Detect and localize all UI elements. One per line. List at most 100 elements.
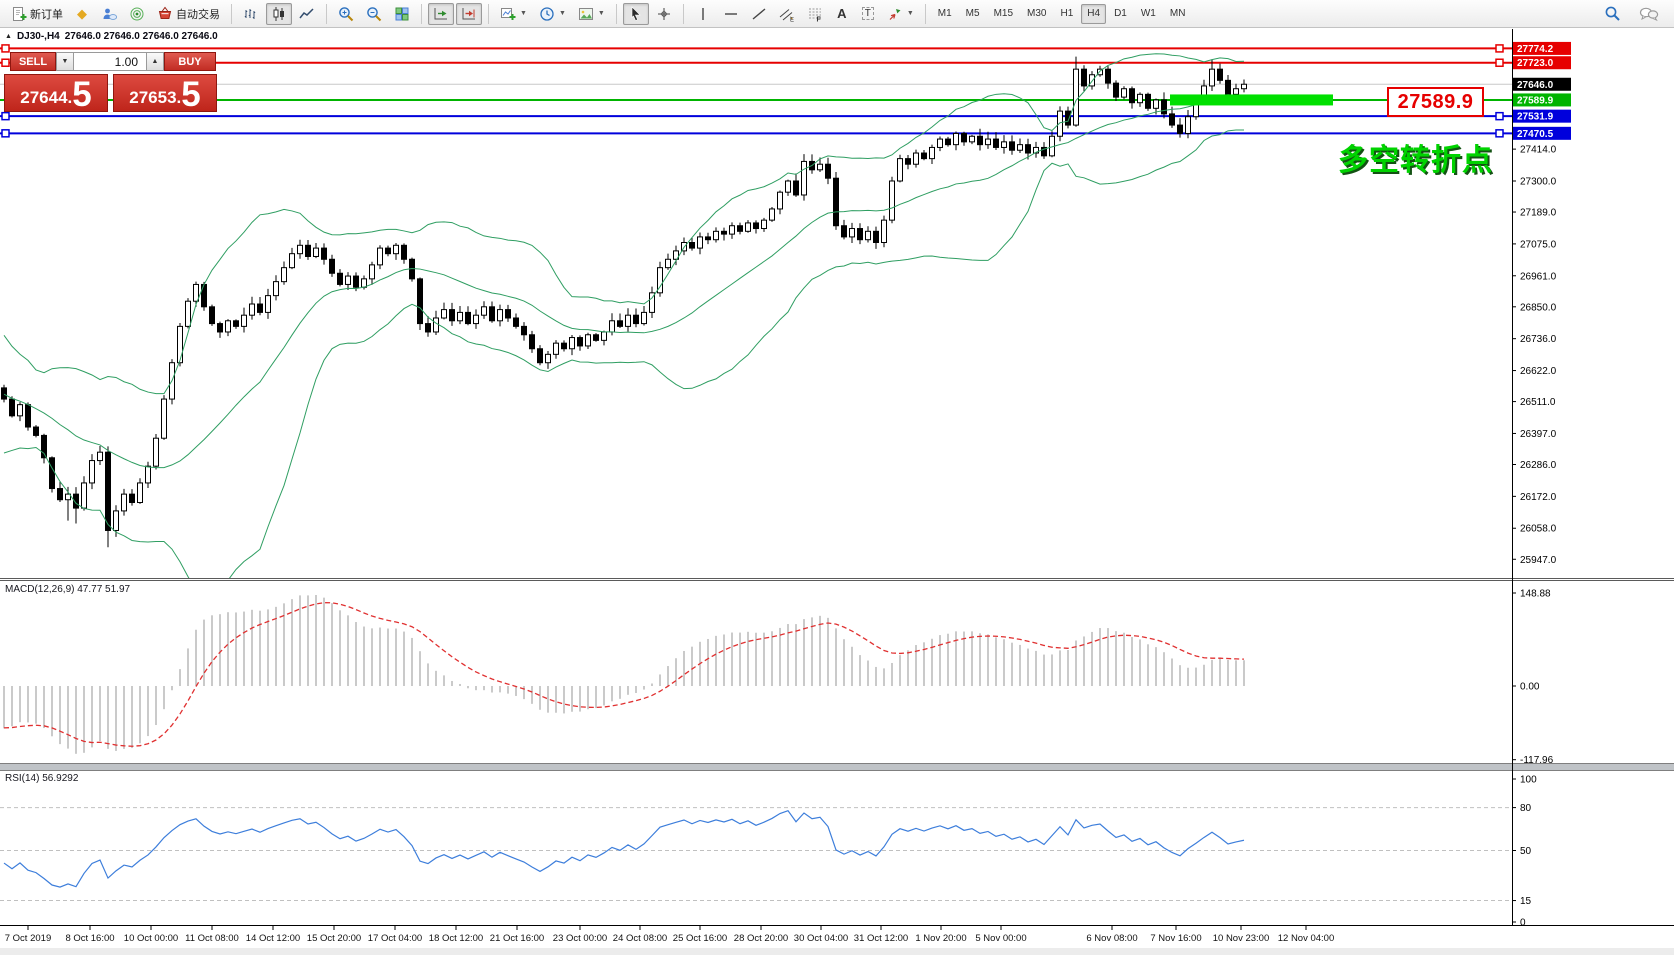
templates-dropdown[interactable]: ▼ bbox=[573, 3, 610, 25]
svg-text:15 Oct 20:00: 15 Oct 20:00 bbox=[307, 933, 361, 944]
svg-text:26397.0: 26397.0 bbox=[1520, 429, 1557, 440]
turning-point-annotation[interactable]: 多空转折点 bbox=[1338, 144, 1493, 177]
new-order-icon bbox=[11, 6, 27, 22]
buy-button[interactable]: BUY bbox=[164, 52, 216, 71]
svg-text:26736.0: 26736.0 bbox=[1520, 334, 1557, 345]
timeframe-button-M15[interactable]: M15 bbox=[993, 8, 1014, 19]
new-order-button[interactable]: 新订单 bbox=[6, 3, 68, 25]
timeframe-button-H1[interactable]: H1 bbox=[1060, 8, 1074, 19]
toolbar: 新订单 ◆ 自动交易 ▼ ▼ ▼ E F A T ▼ M1 M5 M15 M30 H1 H4 D1 W1 MN bbox=[0, 0, 1674, 28]
line-chart-button[interactable] bbox=[294, 3, 320, 25]
svg-text:11 Oct 08:00: 11 Oct 08:00 bbox=[185, 933, 239, 944]
sell-price: 27644. bbox=[20, 88, 73, 107]
bar-chart-button[interactable] bbox=[238, 3, 264, 25]
channel-button[interactable]: E bbox=[774, 3, 800, 25]
svg-text:27589.9: 27589.9 bbox=[1517, 95, 1554, 106]
candles-layer[interactable] bbox=[1, 56, 1247, 548]
dropdown-arrow-icon: ▼ bbox=[906, 10, 914, 17]
volume-input[interactable] bbox=[74, 52, 146, 71]
svg-text:25 Oct 16:00: 25 Oct 16:00 bbox=[673, 933, 727, 944]
trendline-button[interactable] bbox=[746, 3, 772, 25]
svg-text:31 Oct 12:00: 31 Oct 12:00 bbox=[854, 933, 908, 944]
metaeditor-button[interactable]: ◆ bbox=[70, 3, 94, 25]
timeframe-button-M5[interactable]: M5 bbox=[965, 8, 980, 19]
chat-button[interactable] bbox=[1634, 3, 1664, 25]
auto-scroll-button[interactable] bbox=[428, 2, 454, 25]
indicators-icon bbox=[500, 6, 516, 22]
indicators-dropdown[interactable]: ▼ bbox=[495, 3, 532, 25]
price-axis[interactable]: 27414.0 27300.0 27189.0 27075.0 26961.0 26850… bbox=[0, 29, 1674, 929]
arrows-dropdown[interactable]: ▼ bbox=[882, 3, 919, 25]
cursor-button[interactable] bbox=[622, 2, 649, 25]
crosshair-button[interactable] bbox=[651, 3, 677, 25]
svg-text:27300.0: 27300.0 bbox=[1520, 176, 1557, 187]
chat-icon bbox=[1639, 6, 1659, 22]
zoom-in-button[interactable] bbox=[333, 3, 359, 25]
vertical-line-button[interactable] bbox=[690, 3, 716, 25]
toolbar-separator bbox=[421, 3, 422, 24]
svg-text:27723.0: 27723.0 bbox=[1517, 58, 1554, 69]
macd-layer bbox=[3, 595, 1245, 754]
timeframe-button-D1[interactable]: D1 bbox=[1114, 8, 1127, 19]
autotrading-button-label: 自动交易 bbox=[176, 8, 220, 21]
svg-text:27189.0: 27189.0 bbox=[1520, 208, 1557, 219]
toolbar-separator bbox=[326, 3, 327, 24]
fibonacci-icon: F bbox=[807, 6, 823, 22]
svg-text:E: E bbox=[790, 17, 794, 22]
svg-text:50: 50 bbox=[1520, 846, 1532, 857]
channel-icon: E bbox=[779, 6, 795, 22]
timeframe-button-M1[interactable]: M1 bbox=[937, 8, 952, 19]
autotrading-button[interactable]: 自动交易 bbox=[152, 3, 225, 25]
timeframe-button-H4[interactable]: H4 bbox=[1081, 3, 1107, 24]
svg-text:8 Oct 16:00: 8 Oct 16:00 bbox=[65, 933, 114, 944]
toolbar-separator bbox=[682, 3, 684, 24]
buy-price-pips: 5 bbox=[181, 75, 201, 115]
collapse-arrow-icon[interactable]: ▲ bbox=[5, 33, 12, 40]
svg-text:26058.0: 26058.0 bbox=[1520, 524, 1557, 535]
timeframe-button-W1[interactable]: W1 bbox=[1140, 8, 1156, 19]
line-handles-layer[interactable] bbox=[1, 44, 1504, 138]
search-button[interactable] bbox=[1599, 3, 1626, 25]
zoom-out-button[interactable] bbox=[361, 3, 387, 25]
timeframe-button-M30[interactable]: M30 bbox=[1027, 8, 1047, 19]
signals-button[interactable] bbox=[124, 3, 150, 25]
periods-icon bbox=[539, 6, 555, 22]
buy-price: 27653. bbox=[129, 88, 182, 107]
sell-price-tile[interactable]: 27644. 5 bbox=[4, 74, 108, 112]
volume-increase-button[interactable]: ▲ bbox=[146, 52, 164, 71]
time-axis[interactable]: 7 Oct 2019 8 Oct 16:00 10 Oct 00:00 11 Oct … bbox=[5, 925, 1335, 944]
sell-button[interactable]: SELL bbox=[10, 52, 56, 71]
chart-shift-icon bbox=[461, 6, 477, 22]
chart-symbol-label: DJ30-,H4 bbox=[16, 31, 60, 42]
svg-text:15: 15 bbox=[1520, 896, 1532, 907]
periods-dropdown[interactable]: ▼ bbox=[534, 3, 571, 25]
volume-decrease-button[interactable]: ▼ bbox=[56, 52, 74, 71]
toolbar-separator bbox=[615, 3, 617, 24]
panel-splitter[interactable] bbox=[0, 763, 1674, 771]
text-button[interactable]: A bbox=[830, 3, 854, 25]
toolbar-separator bbox=[231, 3, 232, 24]
candlestick-button[interactable] bbox=[266, 2, 292, 25]
fibonacci-button[interactable]: F bbox=[802, 3, 828, 25]
price-annotation-box[interactable]: 27589.9 bbox=[1387, 87, 1484, 117]
svg-text:5 Nov 00:00: 5 Nov 00:00 bbox=[975, 933, 1026, 944]
svg-text:27470.5: 27470.5 bbox=[1517, 129, 1554, 140]
crosshair-icon bbox=[656, 6, 672, 22]
tile-windows-button[interactable] bbox=[389, 3, 415, 25]
market-watch-button[interactable] bbox=[96, 3, 122, 25]
svg-text:30 Oct 04:00: 30 Oct 04:00 bbox=[794, 933, 848, 944]
label-icon: T bbox=[861, 7, 874, 20]
svg-text:26286.0: 26286.0 bbox=[1520, 460, 1557, 471]
svg-text:0.00: 0.00 bbox=[1520, 682, 1540, 693]
horizontal-lines-layer[interactable] bbox=[0, 47, 1512, 135]
candlestick-icon bbox=[271, 6, 287, 22]
label-button[interactable]: T bbox=[856, 3, 880, 25]
svg-text:28 Oct 20:00: 28 Oct 20:00 bbox=[734, 933, 788, 944]
chart-shift-button[interactable] bbox=[456, 2, 482, 25]
svg-text:0: 0 bbox=[1520, 918, 1526, 929]
buy-price-tile[interactable]: 27653. 5 bbox=[113, 74, 217, 112]
support-zone-bar[interactable] bbox=[1170, 94, 1333, 106]
horizontal-line-button[interactable] bbox=[718, 3, 744, 25]
timeframe-button-MN[interactable]: MN bbox=[1169, 8, 1186, 19]
